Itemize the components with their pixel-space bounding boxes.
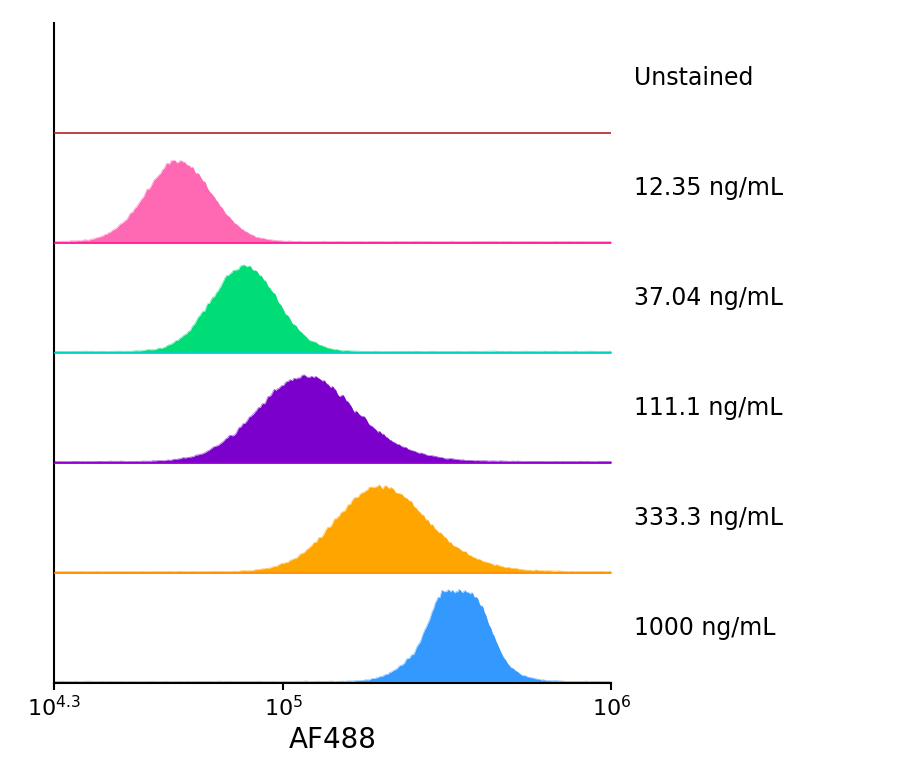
X-axis label: AF488: AF488 [289, 726, 377, 754]
Text: 37.04 ng/mL: 37.04 ng/mL [634, 286, 783, 310]
Text: 111.1 ng/mL: 111.1 ng/mL [634, 396, 782, 420]
Text: 12.35 ng/mL: 12.35 ng/mL [634, 176, 783, 200]
Text: 1000 ng/mL: 1000 ng/mL [634, 616, 775, 640]
Text: 333.3 ng/mL: 333.3 ng/mL [634, 506, 783, 530]
Text: Unstained: Unstained [634, 66, 753, 90]
